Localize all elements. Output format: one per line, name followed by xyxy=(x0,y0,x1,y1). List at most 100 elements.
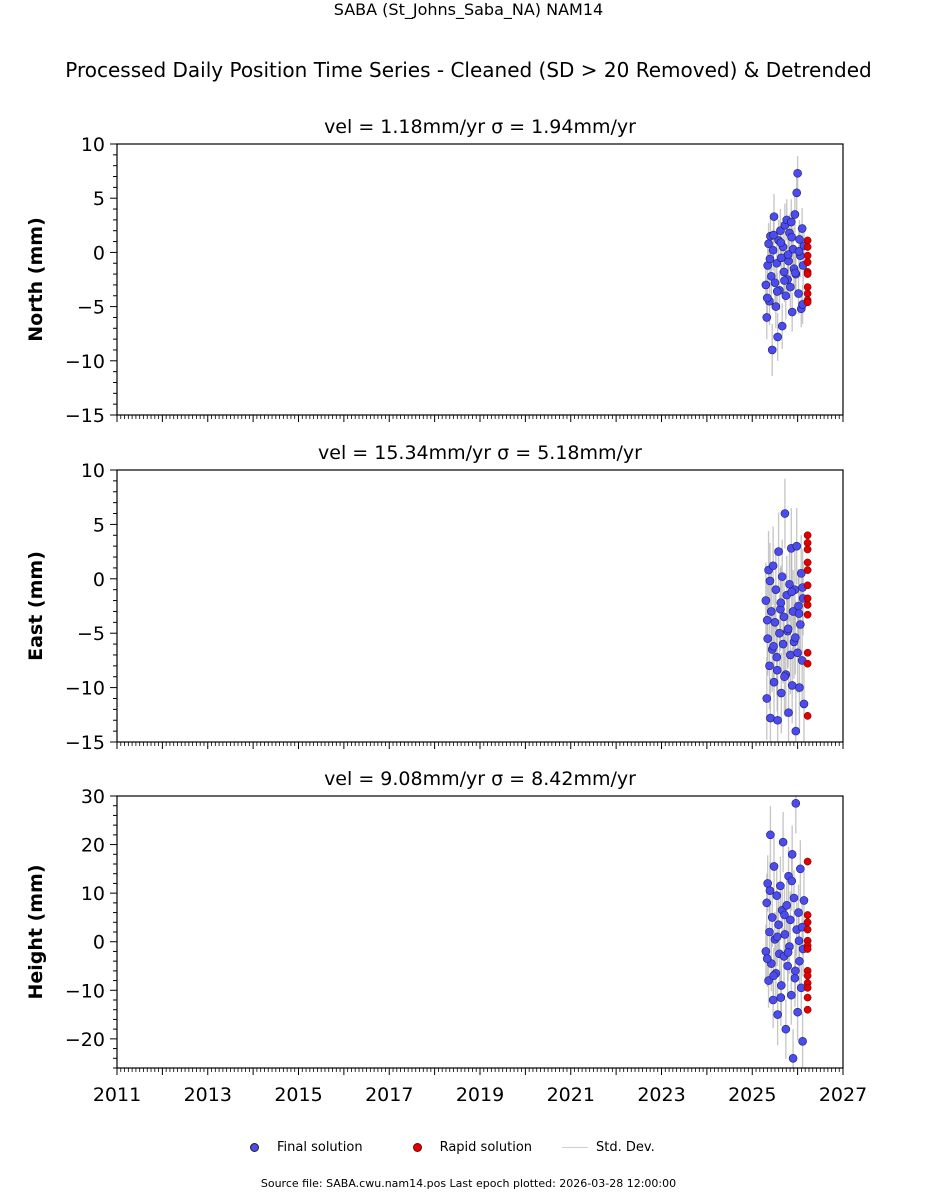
x-tick-label: 2025 xyxy=(728,1084,776,1106)
plot-frame xyxy=(116,795,844,1069)
final-solution-point xyxy=(768,245,778,255)
y-tick-label: 20 xyxy=(81,835,105,857)
rapid-solution-point xyxy=(803,918,812,927)
final-solution-point xyxy=(796,864,805,874)
final-solution-point xyxy=(772,287,782,296)
final-solution-point xyxy=(790,210,800,219)
final-solution-point xyxy=(765,927,774,937)
y-axis-label: North (mm) xyxy=(25,217,47,342)
final-solution-point xyxy=(794,936,804,946)
plot-frame xyxy=(116,143,844,416)
final-solution-point xyxy=(772,652,782,662)
final-solution-point xyxy=(799,896,809,905)
rapid-solution-point xyxy=(803,911,812,919)
final-solution-point xyxy=(789,893,799,903)
final-solution-point xyxy=(793,1007,802,1017)
final-solution-point xyxy=(767,607,776,616)
final-solution-point xyxy=(761,280,771,290)
final-solution-point xyxy=(771,302,781,311)
y-tick-label: 10 xyxy=(81,460,105,482)
x-tick-label: 2015 xyxy=(274,1084,322,1106)
rapid-solution-point xyxy=(803,648,812,657)
final-solution-point xyxy=(783,948,793,957)
legend-rapid-label: Rapid solution xyxy=(439,1139,533,1155)
source-note: Source file: SABA.cwu.nam14.pos Last epo… xyxy=(260,1177,677,1190)
final-solution-point xyxy=(763,634,772,643)
y-tick-label: −5 xyxy=(77,297,105,319)
final-solution-point xyxy=(776,993,786,1002)
final-solution-point xyxy=(792,188,802,198)
chart-figure: vel = 1.18mm/yr σ = 1.94mm/yr North (mm) −… xyxy=(25,116,867,1106)
final-solution-point xyxy=(762,954,772,964)
rapid-solution-point xyxy=(803,243,812,251)
final-solution-point xyxy=(786,650,795,660)
rapid-solution-point xyxy=(803,581,812,590)
panel-title: vel = 15.34mm/yr σ = 5.18mm/yr xyxy=(318,442,642,464)
y-tick-label: 0 xyxy=(93,932,105,954)
final-solution-point xyxy=(781,1024,791,1034)
final-solution-point xyxy=(780,276,789,285)
final-solution-point xyxy=(799,699,809,709)
y-tick-label: −10 xyxy=(65,678,105,700)
final-solution-point xyxy=(794,601,803,611)
final-solution-point xyxy=(780,509,790,518)
rapid-solution-point xyxy=(803,566,812,574)
final-solution-point xyxy=(779,267,789,277)
final-solution-point xyxy=(786,282,795,292)
final-solution-point xyxy=(787,849,797,859)
legend-final-marker xyxy=(250,1142,259,1152)
legend-sd-line xyxy=(562,1146,589,1148)
final-solution-point xyxy=(766,830,775,840)
final-solution-point xyxy=(787,681,797,690)
x-tick-label: 2027 xyxy=(819,1084,867,1106)
final-solution-point xyxy=(791,268,800,278)
final-solution-point xyxy=(773,1010,782,1019)
y-tick-label: −15 xyxy=(65,405,105,427)
final-solution-point xyxy=(773,332,782,342)
final-solution-point xyxy=(793,648,802,658)
final-solution-point xyxy=(776,688,786,698)
final-solution-point xyxy=(798,1036,807,1046)
final-solution-point xyxy=(781,291,791,301)
final-solution-point xyxy=(794,609,804,618)
figure-subtitle: Processed Daily Position Time Series - C… xyxy=(65,58,872,82)
final-solution-point xyxy=(791,726,801,736)
rapid-solution-point xyxy=(803,712,812,720)
rapid-solution-point xyxy=(803,993,812,1002)
rapid-solution-point xyxy=(803,236,812,245)
panel-title: vel = 1.18mm/yr σ = 1.94mm/yr xyxy=(324,116,636,138)
rapid-solution-point xyxy=(803,558,812,567)
final-solution-point xyxy=(769,212,779,221)
rapid-solution-point xyxy=(803,659,812,668)
final-solution-point xyxy=(772,891,782,900)
final-solution-point xyxy=(791,798,801,808)
final-solution-point xyxy=(772,665,782,675)
final-solution-point xyxy=(797,224,807,233)
y-tick-label: 0 xyxy=(93,242,105,264)
final-solution-point xyxy=(773,715,782,725)
rapid-solution-point xyxy=(803,984,812,992)
final-solution-point xyxy=(761,596,771,605)
final-solution-point xyxy=(791,633,800,642)
y-tick-label: 5 xyxy=(93,514,105,536)
x-tick-label: 2023 xyxy=(637,1084,685,1106)
final-solution-point xyxy=(796,620,805,629)
final-solution-point xyxy=(775,628,784,638)
legend-item-rapid: Rapid solution xyxy=(412,1139,533,1155)
rapid-solution-point xyxy=(803,857,812,866)
rapid-solution-point xyxy=(803,298,812,307)
figure-title: SABA (St_Johns_Saba_NA) NAM14 xyxy=(333,0,604,19)
final-solution-point xyxy=(786,217,796,227)
rapid-solution-point xyxy=(803,283,812,291)
y-tick-label: 10 xyxy=(81,883,105,905)
rapid-solution-point xyxy=(803,945,812,953)
final-solution-point xyxy=(780,672,789,682)
x-tick-label: 2013 xyxy=(184,1084,232,1106)
rapid-solution-point xyxy=(803,270,812,278)
rapid-solution-point xyxy=(803,610,812,619)
final-solution-point xyxy=(765,576,775,586)
final-solution-point xyxy=(772,932,782,942)
final-solution-point xyxy=(779,612,789,622)
final-solution-point xyxy=(778,639,788,649)
y-axis-label: East (mm) xyxy=(25,551,47,661)
